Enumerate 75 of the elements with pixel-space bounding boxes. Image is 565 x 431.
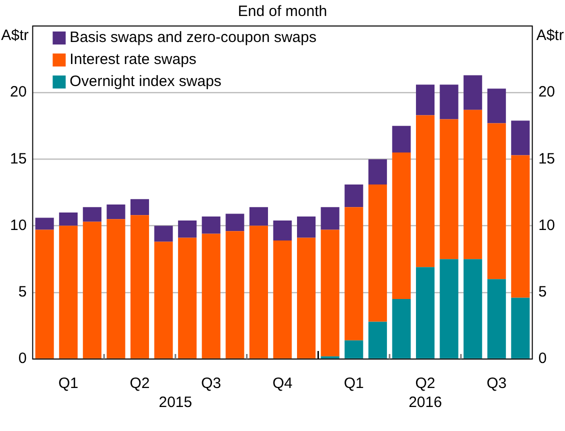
bar [392,152,411,300]
bar [35,218,54,230]
bar [59,212,78,226]
bar [344,184,364,208]
bar [416,267,435,358]
bar [202,234,220,358]
y-tick-label: 10 [10,216,27,234]
x-tick-label: Q2 [415,375,436,392]
y2-tick-label: 10 [538,216,556,234]
bar [273,240,292,358]
bar [368,322,387,358]
bar [416,84,435,116]
x-tick-label: Q2 [130,375,150,392]
bar [344,340,364,358]
bar [178,220,197,238]
bar [249,226,268,358]
y-tick-label: 0 [18,350,27,368]
bar [59,226,78,358]
bar [82,207,102,222]
bar [178,238,197,358]
bar [226,231,244,358]
bar [464,259,482,358]
bar [249,207,268,226]
y2-tick-label: 20 [538,84,556,101]
bar [440,119,458,260]
bar [487,123,506,280]
x-tick-label: Q3 [486,375,507,392]
bar [464,75,482,110]
bar [154,242,173,358]
bar [273,220,292,240]
bar [392,126,411,153]
y-axis-title: A$tr [1,27,29,44]
bar [297,216,316,238]
bar [154,226,173,242]
bar [82,222,102,358]
x-tick-label: Q3 [201,375,222,392]
bar [130,199,150,216]
bar [226,214,244,232]
chart-title: End of month [238,3,328,20]
bar [106,204,126,220]
y2-tick-label: 5 [538,284,547,301]
bar [320,230,340,356]
bar [487,279,506,358]
y2-tick-label: 15 [538,150,556,168]
bar [368,159,387,185]
bar [202,216,220,234]
bar [130,215,150,358]
y2-tick-label: 0 [538,350,547,368]
bar [511,120,530,156]
y-tick-label: 15 [10,150,27,168]
bar [511,298,530,358]
bar [440,84,458,120]
bar [368,184,387,322]
bar [35,230,54,358]
x-tick-label: Q4 [272,375,293,392]
bar [487,88,506,124]
legend-label: Interest rate swaps [70,51,196,68]
bar [392,299,411,358]
bar [344,207,364,340]
text: 2015 [158,394,192,412]
bar [297,238,316,358]
bar [464,110,482,260]
text: 2016 [408,394,442,412]
bar [320,207,340,230]
legend-label: Overnight index swaps [70,73,222,90]
bar [440,259,458,358]
y-tick-label: 5 [18,284,27,301]
legend-label: Basis swaps and zero-coupon swaps [70,29,316,46]
bar [511,155,530,298]
x-tick-label: Q1 [344,375,364,392]
y-tick-label: 20 [10,84,27,101]
y2-axis-title: A$tr [536,27,564,44]
bar [416,115,435,268]
x-tick-label: Q1 [58,375,78,392]
bar [106,219,126,358]
